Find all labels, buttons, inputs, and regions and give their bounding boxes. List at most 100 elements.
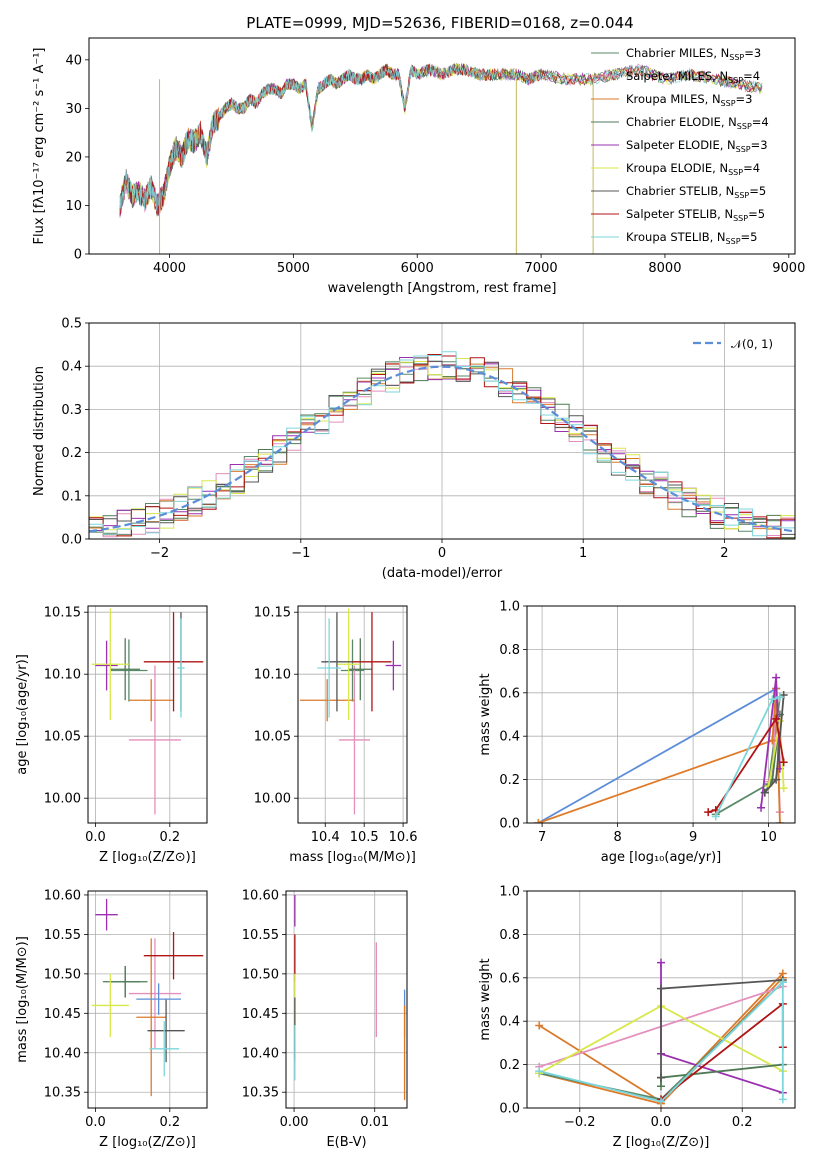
y-tick-label: 10.10 — [44, 668, 81, 683]
x-tick-label: 10.6 — [389, 830, 418, 845]
y-tick-label: 0.5 — [61, 317, 82, 332]
y-tick-label: 40 — [65, 53, 82, 68]
series-marker — [775, 693, 784, 702]
axes-spectrum: 4000 5000 6000 7000 8000 9000 0 10 20 30 40 wavelen… — [32, 37, 805, 296]
y-tick-label: 0 — [74, 248, 82, 263]
x-axis-label: Z [log₁₀(Z/Z⊙)] — [99, 1135, 196, 1150]
x-tick-label: −2 — [150, 546, 169, 561]
y-tick-label: 10.45 — [44, 1007, 81, 1022]
x-tick-label: −1 — [291, 546, 310, 561]
y-axis-label: Normed distribution — [32, 366, 47, 496]
axes-mass_vs_Z: 0.0 0.2 10.35 10.40 10.45 10.50 10.55 10.60 Z [l… — [15, 888, 208, 1150]
y-axis-label: mass weight — [478, 958, 493, 1040]
y-tick-label: 10.35 — [44, 1086, 81, 1101]
legend-entry: Kroupa MILES, NSSP=3 — [626, 92, 752, 108]
axes-weight_vs_age: 7 8 9 10 0.0 0.2 0.4 0.6 0.8 1.0 age [log₁₀(age/yr… — [478, 600, 796, 865]
spectrum-line — [119, 64, 763, 212]
y-tick-label: 0.4 — [499, 1015, 520, 1030]
y-tick-label: 10.35 — [242, 1086, 279, 1101]
series-marker — [778, 1095, 787, 1104]
series-marker — [768, 695, 777, 704]
axes-mass_vs_EBV: 0.00 0.01 10.35 10.40 10.45 10.50 10.55 10.60 E(… — [242, 888, 408, 1150]
axes-age_vs_Z: 0.0 0.2 10.00 10.05 10.10 10.15 Z [log₁₀(Z/Z⊙)… — [15, 605, 208, 865]
series-marker — [535, 1067, 544, 1076]
y-tick-label: 10.05 — [44, 730, 81, 745]
y-tick-label: 1.0 — [499, 885, 520, 900]
y-axis-label: Flux [fλ10⁻¹⁷ erg cm⁻² s⁻¹ A⁻¹] — [32, 48, 47, 245]
legend-entry: Chabrier MILES, NSSP=3 — [626, 46, 761, 62]
series-marker — [772, 673, 781, 682]
y-tick-label: 0.6 — [499, 686, 520, 701]
y-tick-label: 10.10 — [254, 668, 291, 683]
series-marker — [772, 775, 781, 784]
axes-frame — [297, 605, 408, 824]
axes-weight_vs_Z: −0.2 0.0 0.2 0.0 0.2 0.4 0.6 0.8 1.0 Z [log₁₀(Z/Z… — [478, 885, 796, 1150]
series-marker — [757, 803, 766, 812]
x-tick-label: 10.4 — [311, 830, 340, 845]
x-tick-label: 8000 — [648, 261, 681, 276]
legend-entry: 𝒩(0, 1) — [731, 337, 773, 351]
series-marker — [657, 1097, 665, 1106]
legend-entry: Kroupa ELODIE, NSSP=4 — [626, 161, 760, 177]
x-tick-label: 9 — [689, 830, 697, 845]
axes-frame — [285, 890, 408, 1109]
series-marker — [775, 819, 784, 823]
y-tick-label: 20 — [65, 150, 82, 165]
y-tick-label: 30 — [65, 102, 82, 117]
x-axis-label: E(B-V) — [326, 1135, 366, 1150]
x-tick-label: 4000 — [153, 261, 186, 276]
y-tick-label: 0.0 — [499, 1102, 520, 1117]
series-marker — [657, 984, 665, 993]
axes-frame — [87, 605, 208, 824]
x-tick-label: 2 — [720, 546, 728, 561]
x-tick-label: 9000 — [772, 261, 805, 276]
x-axis-label: mass [log₁₀(M/M⊙)] — [289, 850, 416, 865]
plot-area-age_vs_Z — [91, 608, 204, 815]
series-line — [707, 716, 785, 813]
axes-frame — [88, 37, 796, 255]
legend: Chabrier MILES, NSSP=3 Salpeter MILES, NS… — [591, 46, 769, 246]
y-tick-label: 10.55 — [242, 928, 279, 943]
x-axis-label: Z [log₁₀(Z/Z⊙)] — [613, 1135, 710, 1150]
y-tick-label: 0.2 — [499, 1058, 520, 1073]
y-tick-label: 0.2 — [61, 446, 82, 461]
x-axis-label: (data-model)/error — [382, 566, 503, 581]
series-marker — [760, 788, 769, 797]
axes-frame — [526, 605, 796, 824]
y-tick-label: 0.0 — [499, 817, 520, 832]
x-tick-label: 7 — [538, 830, 546, 845]
x-tick-label: 7000 — [525, 261, 558, 276]
x-tick-label: 0.2 — [732, 1115, 753, 1130]
legend-entry: Chabrier ELODIE, NSSP=4 — [626, 115, 769, 131]
x-tick-label: 8 — [613, 830, 621, 845]
x-tick-label: 0.0 — [85, 830, 106, 845]
x-tick-label: 0.0 — [85, 1115, 106, 1130]
x-tick-label: 0.01 — [360, 1115, 389, 1130]
y-tick-label: 10.05 — [254, 730, 291, 745]
y-tick-label: 10.15 — [254, 606, 291, 621]
y-tick-label: 10.60 — [242, 888, 279, 903]
legend-entry: Salpeter STELIB, NSSP=5 — [626, 207, 765, 223]
y-tick-label: 1.0 — [499, 600, 520, 615]
plot-area-mass_vs_Z — [91, 898, 204, 1097]
axes-frame — [526, 890, 796, 1109]
legend-entry: Salpeter ELODIE, NSSP=3 — [626, 138, 768, 154]
histogram-step — [89, 357, 795, 531]
series-marker — [779, 758, 788, 767]
y-tick-label: 10.50 — [242, 967, 279, 982]
x-axis-label: age [log₁₀(age/yr)] — [601, 850, 722, 865]
y-tick-label: 10.45 — [242, 1007, 279, 1022]
series-line — [538, 979, 784, 1103]
y-tick-label: 0.4 — [499, 730, 520, 745]
x-tick-label: 0 — [438, 546, 446, 561]
series-marker — [711, 812, 720, 821]
normal-curve — [89, 365, 795, 533]
y-tick-label: 10.00 — [44, 792, 81, 807]
x-tick-label: 0.00 — [280, 1115, 309, 1130]
y-tick-label: 10.40 — [44, 1046, 81, 1061]
legend-entry: Salpeter MILES, NSSP=4 — [626, 69, 760, 85]
y-tick-label: 10.50 — [44, 967, 81, 982]
axes-frame — [88, 322, 796, 540]
y-tick-label: 0.6 — [499, 971, 520, 986]
